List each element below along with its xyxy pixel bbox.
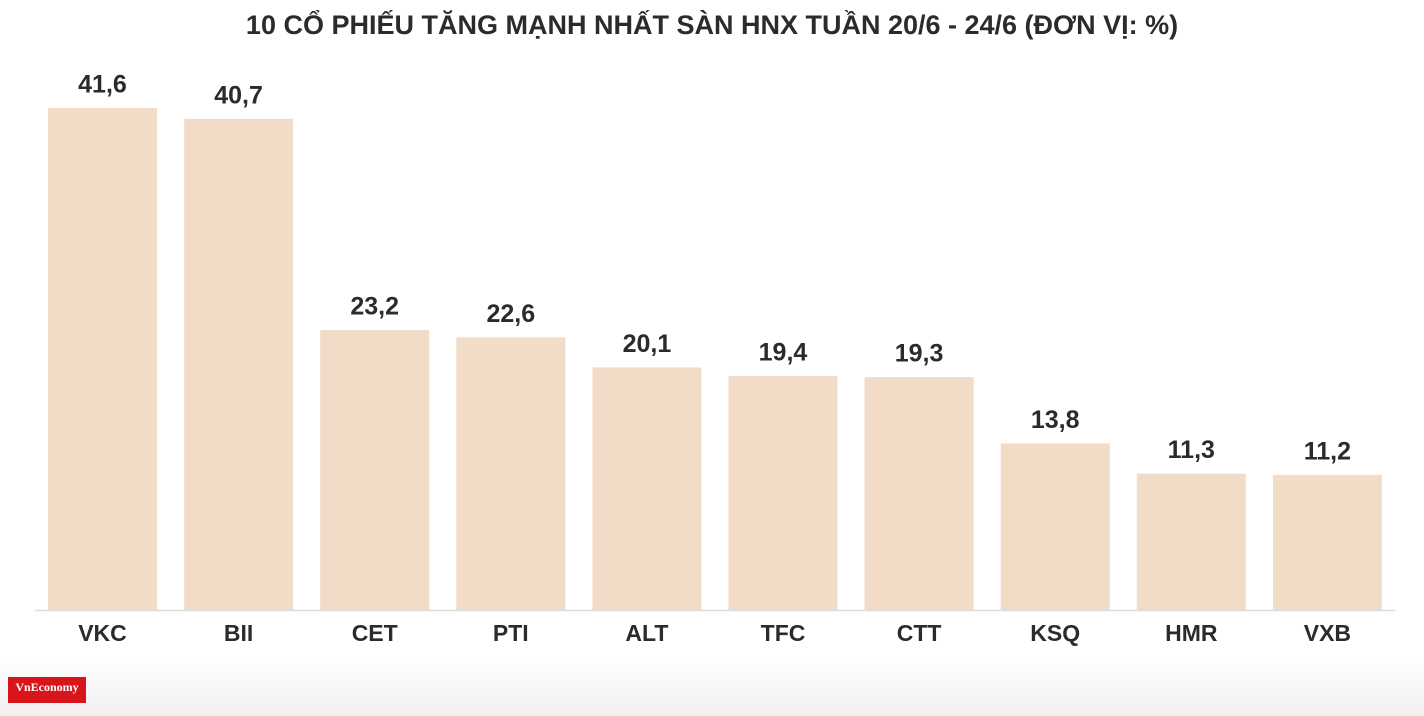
value-label: 20,1 xyxy=(623,330,672,358)
value-label: 13,8 xyxy=(1031,406,1080,434)
x-tick-label: ALT xyxy=(625,620,668,646)
chart-title: 10 CỔ PHIẾU TĂNG MẠNH NHẤT SÀN HNX TUẦN … xyxy=(246,9,1178,40)
logo-box xyxy=(8,677,86,703)
value-label: 11,3 xyxy=(1168,436,1215,464)
value-label: 19,4 xyxy=(759,339,808,367)
x-tick-label: TFC xyxy=(761,620,806,646)
value-label: 41,6 xyxy=(78,71,127,99)
value-label: 22,6 xyxy=(486,300,535,328)
footer-band xyxy=(0,660,1424,716)
logo: VnEconomy xyxy=(15,680,78,694)
x-tick-label: KSQ xyxy=(1030,620,1080,646)
value-label: 11,2 xyxy=(1304,437,1351,465)
value-label: 40,7 xyxy=(214,81,263,109)
x-tick-label: CET xyxy=(352,620,398,646)
bar xyxy=(184,118,294,610)
bar xyxy=(456,337,566,610)
x-tick-label: VKC xyxy=(78,620,127,646)
x-tick-label: PTI xyxy=(493,620,529,646)
bar xyxy=(1000,443,1110,610)
x-tick-label: HMR xyxy=(1165,620,1218,646)
value-label: 19,3 xyxy=(895,340,944,368)
bar xyxy=(592,367,702,610)
bar xyxy=(320,330,430,610)
bar xyxy=(1136,473,1246,610)
bar xyxy=(1272,474,1382,610)
x-tick-label: CTT xyxy=(897,620,942,646)
x-tick-label: VXB xyxy=(1304,620,1351,646)
bar xyxy=(728,375,838,610)
bar xyxy=(864,377,974,610)
x-tick-label: BII xyxy=(224,620,253,646)
bar xyxy=(48,108,157,610)
value-label: 23,2 xyxy=(350,293,399,321)
